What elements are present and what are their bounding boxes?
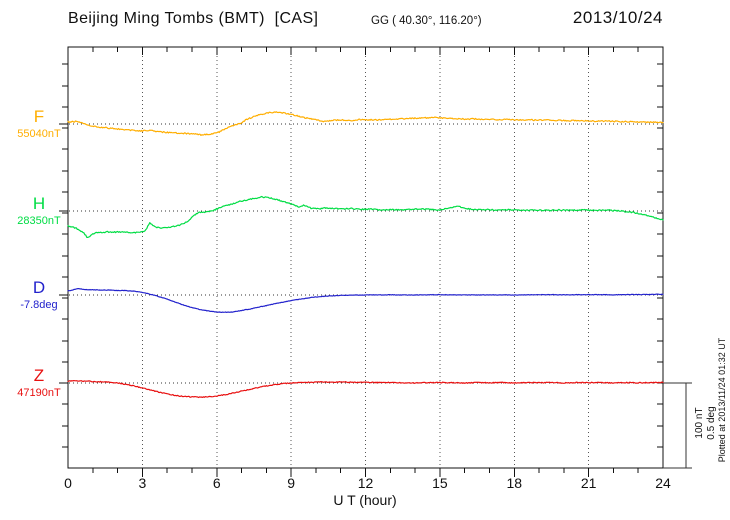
x-tick-label-21: 21: [580, 475, 597, 491]
x-tick-label-0: 0: [64, 475, 72, 491]
geographic-coordinates-label: GG ( 40.30°, 116.20°): [371, 15, 482, 27]
x-axis-title: U T (hour): [333, 492, 397, 508]
channel-baseline-D: -7.8deg: [20, 299, 58, 311]
x-tick-label-9: 9: [287, 475, 296, 491]
scale-bar-label: 100 nT 0.5 deg: [694, 394, 718, 452]
channel-letter-D: D: [32, 278, 46, 297]
scale-bar-nt-label: 100 nT: [694, 407, 705, 439]
x-tick-label-6: 6: [212, 475, 221, 491]
x-tick-label-18: 18: [506, 475, 523, 491]
plot-timestamp-note: Plotted at 2013/11/24 01:32 UT: [717, 337, 727, 463]
observatory-title: Beijing Ming Tombs (BMT) [CAS]: [68, 10, 319, 27]
x-tick-label-15: 15: [432, 475, 448, 491]
trace-D: [67, 288, 664, 313]
channel-baseline-F: 55040nT: [17, 128, 61, 140]
date-label: 2013/10/24: [572, 8, 663, 27]
channel-baseline-H: 28350nT: [17, 215, 61, 227]
channel-letter-Z: Z: [33, 366, 45, 385]
x-tick-label-3: 3: [138, 475, 147, 491]
trace-H: [67, 195, 664, 238]
x-tick-label-24: 24: [655, 475, 671, 491]
trace-Z: [67, 380, 664, 399]
channel-letter-H: H: [32, 194, 46, 213]
channel-baseline-Z: 47190nT: [17, 387, 61, 399]
trace-F: [67, 111, 664, 136]
scale-bar-deg-label: 0.5 deg: [705, 406, 717, 440]
channel-letter-F: F: [33, 107, 45, 126]
x-tick-label-12: 12: [357, 475, 374, 491]
